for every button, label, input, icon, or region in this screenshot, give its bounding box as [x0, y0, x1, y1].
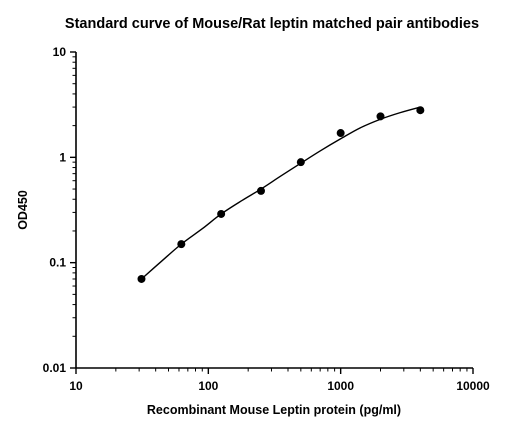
x-tick-label: 10000 [456, 379, 490, 393]
fit-curve [141, 106, 421, 280]
data-point [137, 274, 146, 283]
data-points [137, 106, 425, 283]
y-tick-label: 0.1 [49, 256, 66, 270]
y-tick-label: 1 [59, 150, 66, 164]
data-point [376, 112, 385, 121]
data-point [217, 209, 226, 218]
data-point [177, 240, 186, 249]
chart-title: Standard curve of Mouse/Rat leptin match… [65, 16, 479, 32]
x-tick-label: 1000 [327, 379, 354, 393]
y-tick-label: 0.01 [43, 361, 67, 375]
y-tick-label: 10 [53, 45, 67, 59]
x-tick-label: 100 [198, 379, 218, 393]
data-point [336, 129, 345, 138]
ticks: 10 100 1000 10000 0.01 0.1 1 10 [43, 45, 490, 393]
data-point [416, 106, 425, 115]
fit-curve-line [141, 106, 421, 280]
x-tick-label: 10 [69, 379, 83, 393]
x-axis-title: Recombinant Mouse Leptin protein (pg/ml) [147, 403, 401, 417]
data-point [256, 186, 265, 195]
y-axis-title: OD450 [16, 190, 30, 230]
data-point [296, 158, 305, 167]
